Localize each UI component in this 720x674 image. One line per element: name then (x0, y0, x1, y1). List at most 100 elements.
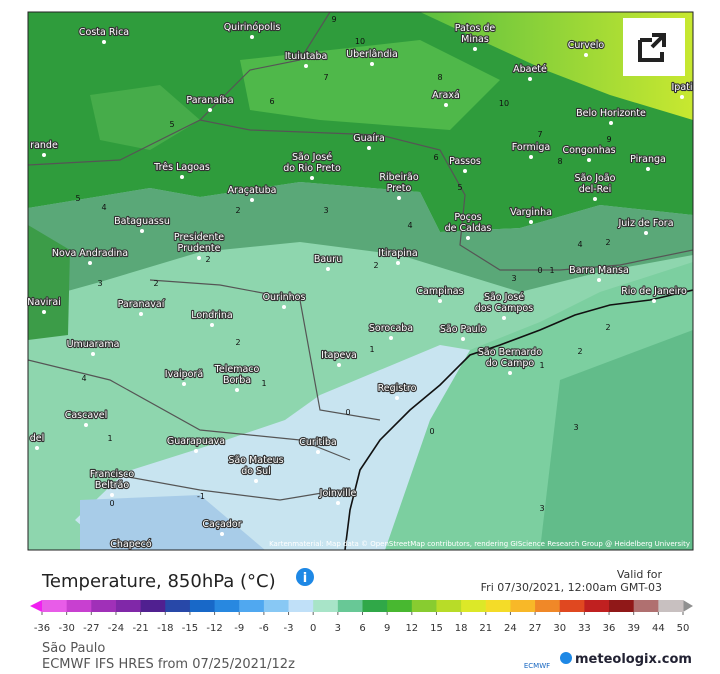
city-label-line: Joinville (319, 488, 357, 499)
city-label-line: Beltrão (95, 480, 129, 491)
city-label: Barra Mansa (569, 265, 629, 276)
city-marker (389, 336, 393, 340)
colorbar-tick-label: 18 (455, 623, 468, 634)
colorbar-segment (485, 600, 511, 612)
map-frame (27, 11, 694, 551)
city-marker (528, 77, 532, 81)
contour-label: 4 (81, 374, 86, 383)
colorbar-segment (165, 600, 191, 612)
city-label: Sorocaba (369, 323, 413, 334)
city-label: Formiga (512, 142, 550, 153)
map (28, 12, 693, 550)
city-marker (438, 299, 442, 303)
city-marker (129, 552, 133, 556)
city-label: Francisco Beltrão (90, 469, 135, 491)
city-label: Passos (449, 156, 481, 167)
city-label-line: Belo Horizonte (576, 108, 646, 119)
coastline (344, 289, 693, 550)
city-label: Paranavaí (118, 299, 165, 310)
city-marker (593, 197, 597, 201)
city-marker (473, 47, 477, 51)
city-label: São Mateus do Sul (228, 455, 283, 477)
city-marker (102, 40, 106, 44)
colorbar-segment (387, 600, 413, 612)
contour-label: 8 (557, 157, 562, 166)
colorbar-segment (337, 600, 363, 612)
city-label-line: Piranga (630, 154, 666, 165)
city-marker (395, 396, 399, 400)
city-marker (220, 532, 224, 536)
contour-label: 9 (331, 15, 336, 24)
city-marker (182, 382, 186, 386)
city-label-line: Presidente (174, 232, 224, 243)
city-label: Itapeva (321, 350, 357, 361)
contour-label: 2 (205, 255, 210, 264)
valid-label: Valid for (617, 568, 663, 581)
city-marker (210, 323, 214, 327)
city-marker (396, 261, 400, 265)
contour-label: 7 (537, 130, 542, 139)
contour-label: 8 (437, 73, 442, 82)
contour-label: 6 (433, 153, 438, 162)
colorbar-tick-label: 6 (359, 623, 365, 634)
city-label-line: Barra Mansa (569, 265, 629, 276)
colorbar-segment (263, 600, 290, 612)
city-label: Ourinhos (263, 292, 306, 303)
colorbar-segment (42, 600, 68, 612)
city-label-line: Ipati (671, 82, 692, 93)
city-marker (466, 236, 470, 240)
contour-label: 0 (109, 499, 114, 508)
colorbar-segment (313, 600, 339, 612)
contour-label: 9 (606, 135, 611, 144)
city-label: São José dos Campos (475, 292, 533, 314)
share-button[interactable] (623, 18, 685, 76)
city-label-line: São José (484, 292, 524, 303)
city-label: Curitiba (299, 437, 336, 448)
contour-label: 2 (373, 261, 378, 270)
city-label-line: Araçatuba (228, 185, 277, 196)
city-label: Poços de Caldas (445, 212, 492, 234)
city-label-line: Londrina (191, 310, 232, 321)
city-label-line: Paranaíba (186, 95, 233, 106)
contour-label: 1 (549, 266, 554, 275)
city-marker (444, 103, 448, 107)
colorbar-segment (584, 600, 610, 612)
city-label-line: dos Campos (475, 303, 533, 314)
city-label-line: Varginha (510, 207, 552, 218)
city-marker (304, 64, 308, 68)
contour-label: 2 (605, 323, 610, 332)
city-label: Navirai (27, 297, 61, 308)
city-label: Bauru (314, 254, 342, 265)
city-label: Congonhas (562, 145, 615, 156)
colorbar-tick-label: 36 (603, 623, 616, 634)
city-label: Paranaíba (186, 95, 233, 106)
contour-label: 2 (577, 347, 582, 356)
city-label: Juiz de Fora (617, 218, 673, 229)
city-label: Bataguassu (114, 216, 170, 227)
svg-text:i: i (303, 571, 307, 586)
contour-label: 10 (499, 99, 509, 108)
city-label: Uberlândia (346, 49, 398, 60)
city-label-line: Caçador (202, 519, 241, 530)
contour-label: 1 (369, 345, 374, 354)
contour-label: 3 (573, 423, 578, 432)
colorbar-segment (362, 600, 388, 612)
city-label-line: Formiga (512, 142, 550, 153)
city-marker (194, 449, 198, 453)
city-label: Abaeté (513, 64, 547, 75)
city-label-line: São Mateus (228, 455, 283, 466)
city-marker (587, 158, 591, 162)
city-marker (367, 146, 371, 150)
info-button[interactable]: i (296, 568, 314, 586)
city-label: Varginha (510, 207, 552, 218)
city-label-line: Guarapuava (167, 436, 225, 447)
contour-label: 2 (605, 238, 610, 247)
city-marker (310, 176, 314, 180)
city-label-line: do Campo (486, 358, 535, 369)
city-marker (337, 363, 341, 367)
city-marker (139, 312, 143, 316)
city-marker (680, 95, 684, 99)
city-marker (140, 229, 144, 233)
colorbar-tick-label: -30 (58, 623, 74, 634)
city-label-line: Bauru (314, 254, 342, 265)
